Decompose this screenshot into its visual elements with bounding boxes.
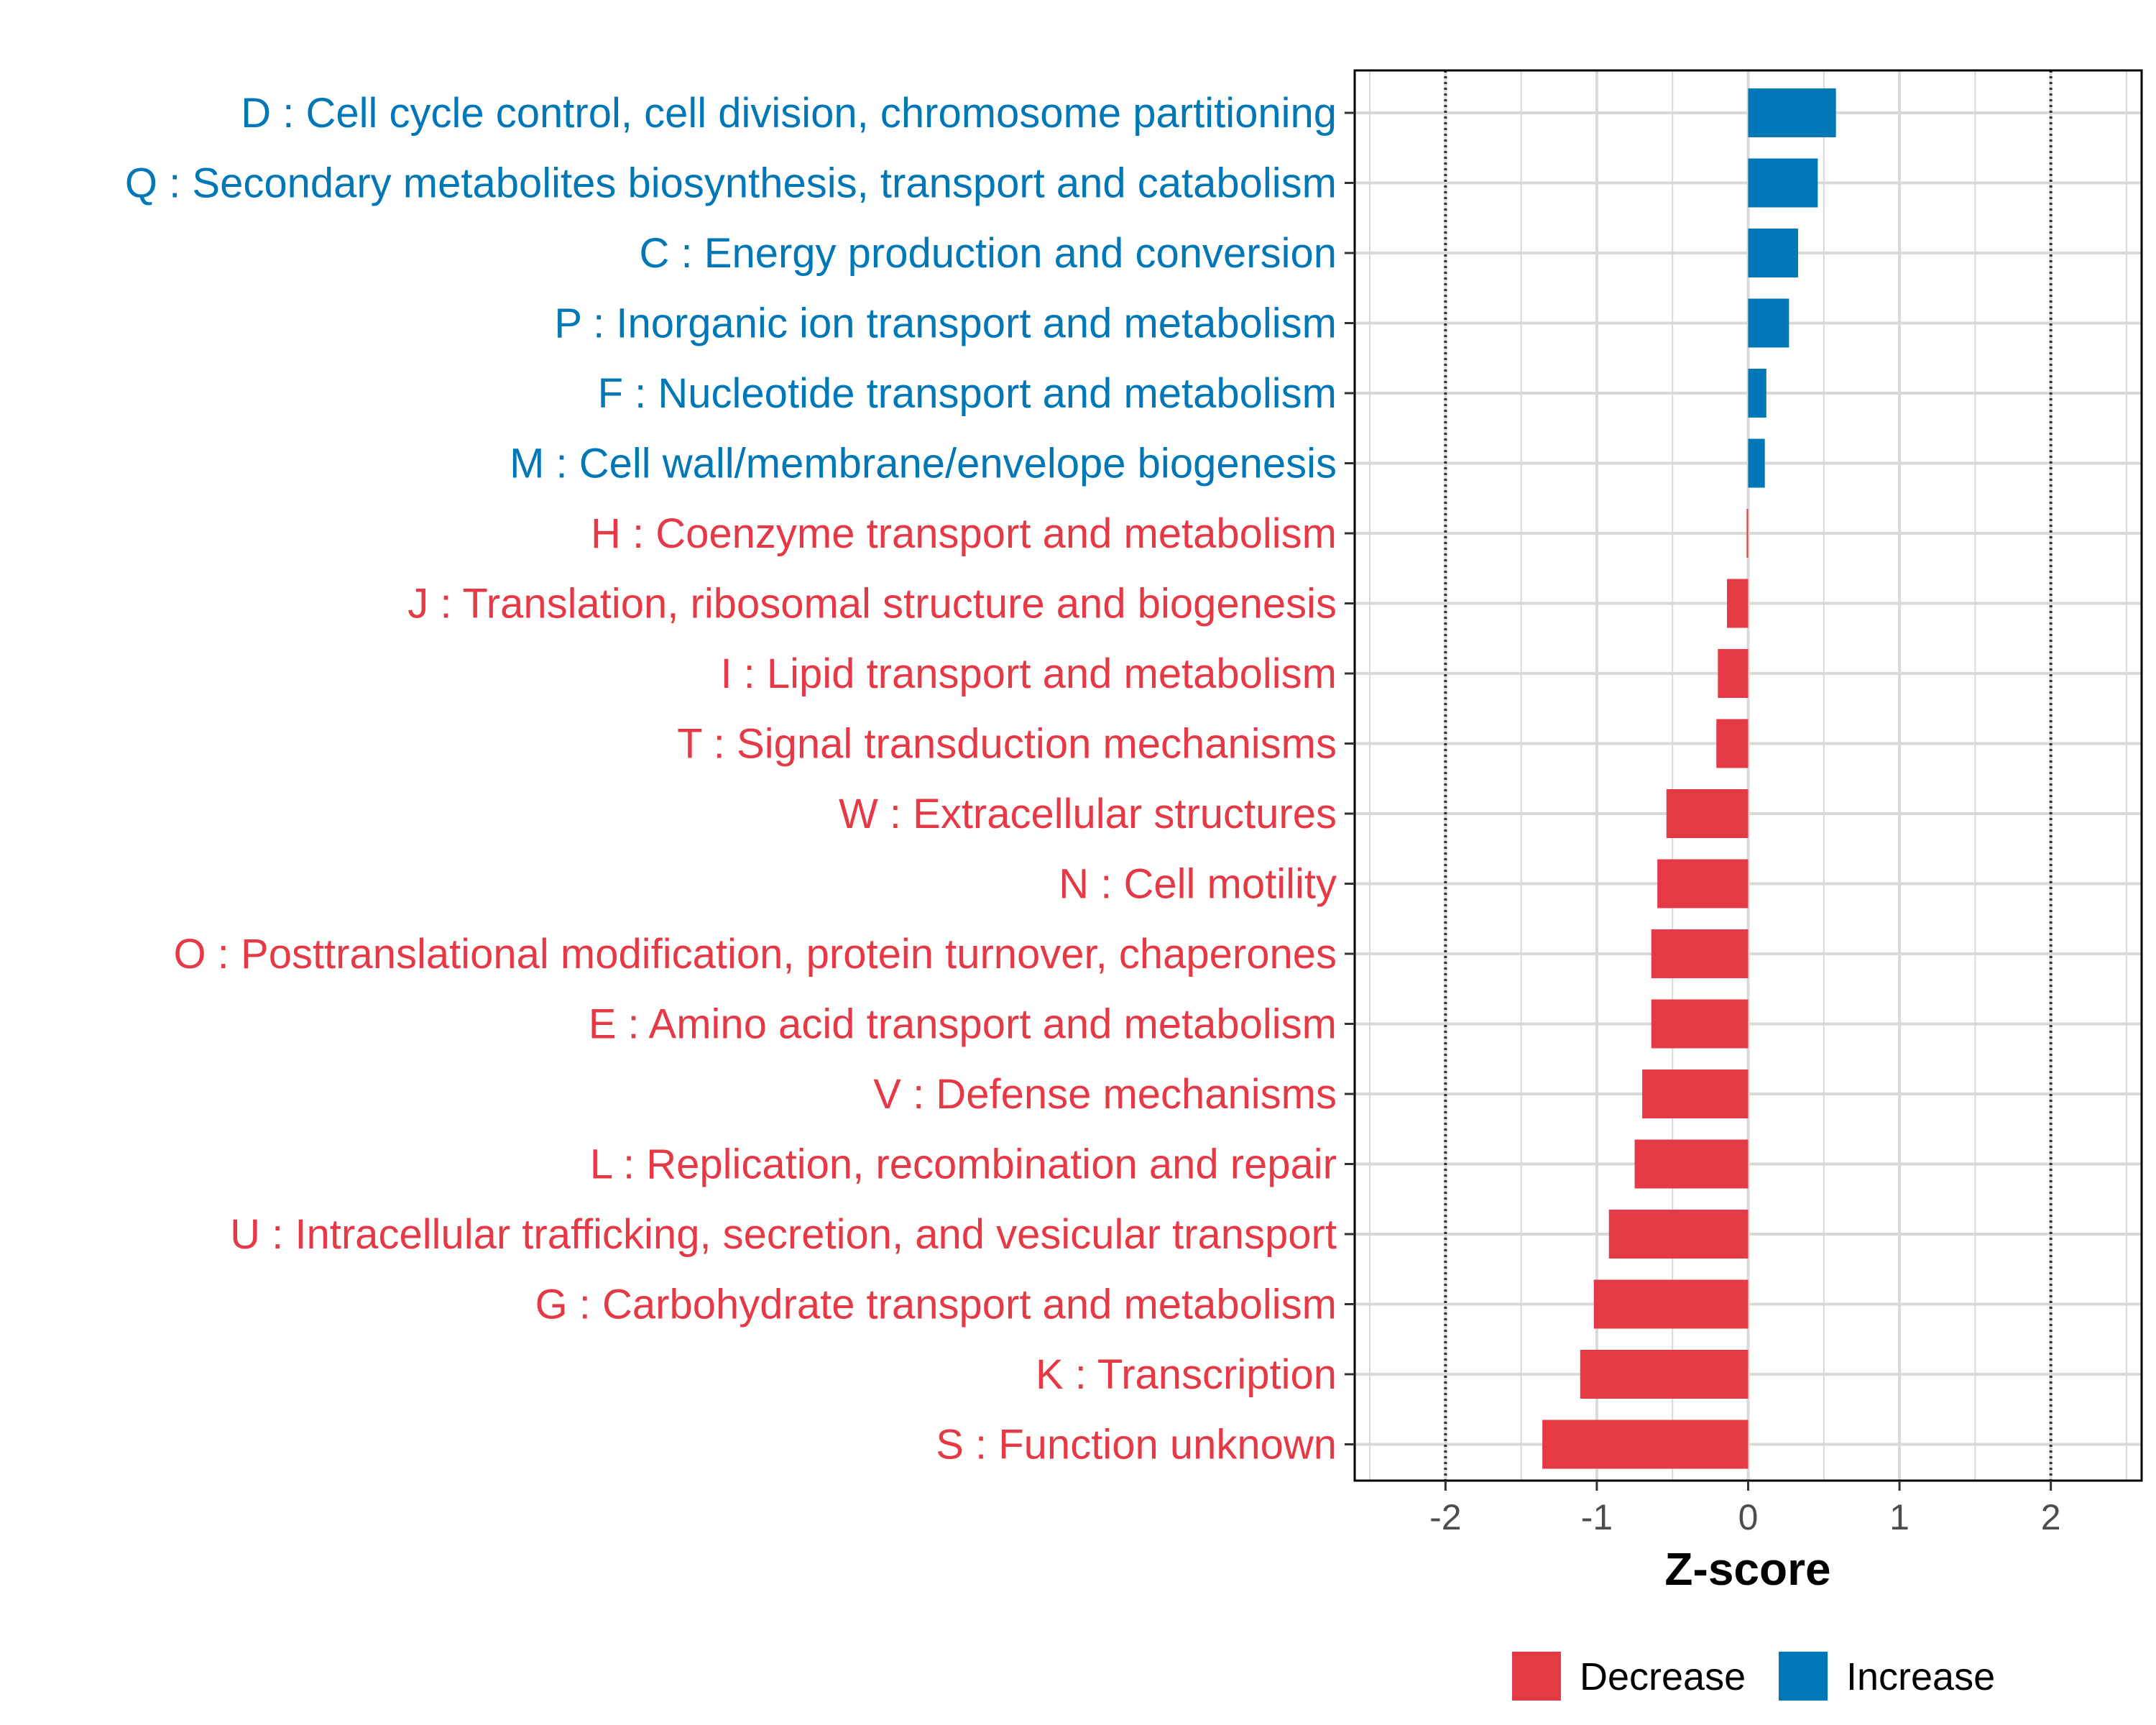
- bar: [1542, 1420, 1749, 1469]
- bar: [1666, 789, 1749, 838]
- bar: [1748, 158, 1818, 208]
- bar: [1634, 1139, 1749, 1189]
- category-label-layer: D : Cell cycle control, cell division, c…: [125, 90, 1337, 1468]
- x-tick-label: 2: [2041, 1497, 2061, 1537]
- x-axis-title: Z-score: [1664, 1543, 1830, 1595]
- bar-layer: [1542, 88, 1836, 1469]
- bar: [1727, 579, 1749, 628]
- x-tick-label: -2: [1429, 1497, 1461, 1537]
- category-label: L : Replication, recombination and repai…: [590, 1141, 1337, 1188]
- category-label: G : Carbohydrate transport and metabolis…: [535, 1282, 1337, 1328]
- bar: [1657, 859, 1749, 908]
- category-label: Q : Secondary metabolites biosynthesis, …: [125, 160, 1337, 207]
- x-tick-layer: -2 -1 0 1 2: [1429, 1481, 2061, 1537]
- legend-swatch: [1779, 1652, 1828, 1701]
- category-label: M : Cell wall/membrane/envelope biogenes…: [510, 441, 1337, 487]
- legend: Decrease Increase: [1512, 1652, 1995, 1701]
- category-label: H : Coenzyme transport and metabolism: [591, 510, 1337, 557]
- x-tick-label: 0: [1738, 1497, 1759, 1537]
- category-label: I : Lipid transport and metabolism: [720, 650, 1337, 697]
- bar: [1580, 1350, 1749, 1399]
- bar: [1718, 649, 1749, 698]
- category-label: F : Nucleotide transport and metabolism: [598, 370, 1337, 417]
- category-label: P : Inorganic ion transport and metaboli…: [554, 300, 1337, 347]
- x-tick-label: -1: [1581, 1497, 1613, 1537]
- bar: [1716, 719, 1749, 768]
- bar: [1593, 1279, 1749, 1329]
- category-label: S : Function unknown: [936, 1422, 1337, 1468]
- category-label: K : Transcription: [1036, 1351, 1337, 1398]
- bar: [1748, 438, 1765, 488]
- bar: [1651, 929, 1749, 978]
- bar: [1746, 509, 1749, 558]
- category-label: V : Defense mechanisms: [873, 1071, 1337, 1118]
- category-label: J : Translation, ribosomal structure and…: [407, 581, 1337, 627]
- bar: [1748, 298, 1789, 348]
- legend-label: Decrease: [1580, 1655, 1746, 1698]
- bar: [1748, 88, 1836, 137]
- x-tick-label: 1: [1889, 1497, 1909, 1537]
- bar: [1651, 999, 1749, 1049]
- category-label: O : Posttranslational modification, prot…: [174, 931, 1337, 978]
- category-label: U : Intracellular trafficking, secretion…: [230, 1211, 1337, 1258]
- bar: [1642, 1070, 1749, 1118]
- y-tick-layer: [1345, 111, 1355, 1445]
- bar: [1748, 369, 1766, 418]
- category-label: T : Signal transduction mechanisms: [677, 721, 1337, 768]
- legend-swatch: [1512, 1652, 1561, 1701]
- category-label: E : Amino acid transport and metabolism: [589, 1001, 1337, 1048]
- category-label: D : Cell cycle control, cell division, c…: [241, 90, 1337, 137]
- category-label: W : Extracellular structures: [839, 791, 1337, 837]
- bar: [1748, 229, 1798, 277]
- category-label: N : Cell motility: [1059, 861, 1337, 908]
- legend-label: Increase: [1846, 1655, 1995, 1698]
- category-label: C : Energy production and conversion: [640, 230, 1337, 277]
- bar: [1608, 1210, 1749, 1259]
